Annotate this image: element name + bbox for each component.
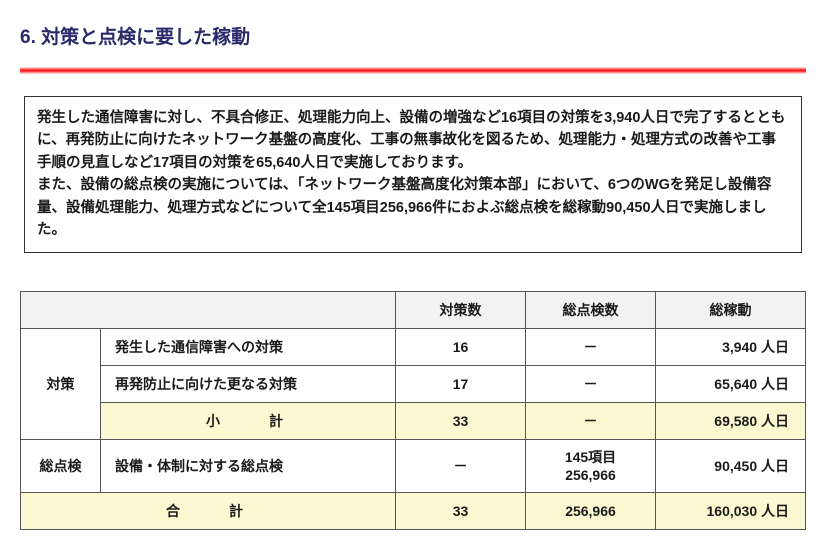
table-row: 総点検 設備・体制に対する総点検 － 145項目 256,966 90,450 … [21,439,806,492]
th-measures: 対策数 [396,291,526,328]
th-blank [21,291,396,328]
subtotal-measures: 33 [396,402,526,439]
r3-insp-l2: 256,966 [565,467,616,483]
th-effort: 総稼動 [656,291,806,328]
table-row: 対策 発生した通信障害への対策 16 － 3,940 人日 [21,328,806,365]
group-inspection: 総点検 [21,439,101,492]
group-measures: 対策 [21,328,101,439]
summary-p1: 発生した通信障害に対し、不具合修正、処理能力向上、設備の増強など16項目の対策を… [37,110,785,171]
summary-p2: また、設備の総点検の実施については、「ネットワーク基盤高度化対策本部」において、… [37,177,771,238]
r2-effort: 65,640 人日 [656,365,806,402]
r3-insp-l1: 145項目 [565,449,616,465]
r3-effort: 90,450 人日 [656,439,806,492]
summary-box: 発生した通信障害に対し、不具合修正、処理能力向上、設備の増強など16項目の対策を… [24,96,802,253]
grand-measures: 33 [396,493,526,530]
r1-inspections: － [526,328,656,365]
r3-measures: － [396,439,526,492]
subtotal-effort: 69,580 人日 [656,402,806,439]
r2-measures: 17 [396,365,526,402]
r3-label: 設備・体制に対する総点検 [101,439,396,492]
r1-effort: 3,940 人日 [656,328,806,365]
r1-measures: 16 [396,328,526,365]
divider-rule [20,67,806,74]
subtotal-inspections: － [526,402,656,439]
grand-total-row: 合 計 33 256,966 160,030 人日 [21,493,806,530]
section-title: 6. 対策と点検に要した稼動 [20,22,806,49]
subtotal-row: 小 計 33 － 69,580 人日 [21,402,806,439]
r1-label: 発生した通信障害への対策 [101,328,396,365]
r3-inspections: 145項目 256,966 [526,439,656,492]
grand-effort: 160,030 人日 [656,493,806,530]
table-row: 再発防止に向けた更なる対策 17 － 65,640 人日 [21,365,806,402]
effort-table: 対策数 総点検数 総稼動 対策 発生した通信障害への対策 16 － 3,940 … [20,291,806,530]
th-inspections: 総点検数 [526,291,656,328]
grand-label: 合 計 [21,493,396,530]
subtotal-label: 小 計 [101,402,396,439]
r2-inspections: － [526,365,656,402]
grand-inspections: 256,966 [526,493,656,530]
r2-label: 再発防止に向けた更なる対策 [101,365,396,402]
